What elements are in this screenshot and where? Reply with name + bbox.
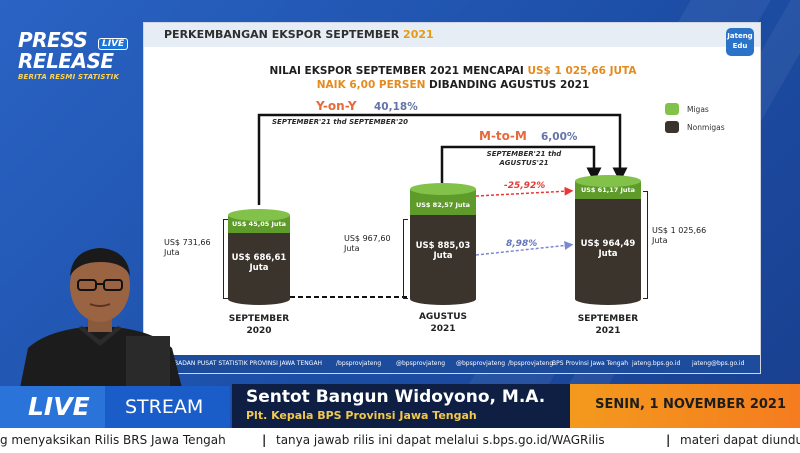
migas-change-arrow	[475, 186, 574, 197]
ticker-item-3: materi dapat diunduh di ja	[680, 433, 800, 447]
category-sep-2021: SEPTEMBER 2021	[563, 313, 653, 337]
total-sep-2021: US$ 1 025,66 Juta	[652, 226, 707, 245]
speaker-name: Sentot Bangun Widoyono, M.A.	[246, 387, 546, 407]
presenter-video	[20, 248, 182, 388]
nonmigas-value: US$ 964,49 Juta	[580, 239, 636, 259]
mtm-label: M-to-M	[479, 129, 527, 143]
footer-twitter: @bpsprovjateng	[456, 360, 506, 367]
yoy-arrow	[257, 113, 628, 205]
logo-release: RELEASE	[18, 49, 114, 73]
headline-2-text: DIBANDING AGUSTUS 2021	[425, 79, 590, 91]
total-sep-2020: US$ 731,66 Juta	[164, 238, 211, 257]
category-aug-2021: AGUSTUS 2021	[398, 311, 488, 335]
speaker-title: Plt. Kepala BPS Provinsi Jawa Tengah	[246, 409, 477, 422]
ticker-item-2: tanya jawab rilis ini dapat melalui s.bp…	[276, 433, 605, 447]
nonmigas-value: US$ 885,03 Juta	[415, 241, 471, 261]
ticker-item-1: g menyaksikan Rilis BRS Jawa Tengah	[0, 433, 226, 447]
headline-2-highlight: NAIK 6,00 PERSEN	[316, 79, 426, 91]
legend-nonmigas: Nonmigas	[665, 121, 725, 133]
slide-header	[144, 23, 760, 47]
broadcast-date: SENIN, 1 NOVEMBER 2021	[595, 397, 786, 412]
news-ticker: g menyaksikan Rilis BRS Jawa Tengah | ta…	[0, 428, 800, 453]
yoy-subtitle: SEPTEMBER'21 thd SEPTEMBER'20	[272, 118, 408, 126]
footer-bps: BADAN PUSAT STATISTIK PROVINSI JAWA TENG…	[174, 360, 323, 367]
live-label: LIVE	[0, 386, 105, 428]
connector-arrows	[257, 113, 628, 298]
legend: Migas Nonmigas	[665, 103, 725, 139]
footer-facebook: /bpsprovjateng	[336, 360, 382, 367]
headline-1: NILAI EKSPOR SEPTEMBER 2021 MENCAPAI US$…	[144, 65, 762, 77]
logo-subtitle: BERITA RESMI STATISTIK	[18, 73, 120, 81]
footer-email: jateng@bps.go.id	[692, 360, 745, 367]
headline-1-highlight: US$ 1 025,66 JUTA	[527, 65, 637, 77]
logo-live-badge: LIVE	[98, 38, 129, 50]
cylinder-aug-2021: US$ 82,57 Juta US$ 885,03 Juta	[410, 183, 476, 305]
jateng-badge-icon: Jateng Edu	[726, 28, 754, 56]
cylinder-sep-2020: US$ 45,05 Juta US$ 686,61 Juta	[228, 209, 290, 305]
migas-value: US$ 61,17 Juta	[580, 186, 636, 194]
category-label: AGUSTUS	[418, 312, 468, 322]
cylinder-cap	[228, 209, 290, 221]
yoy-label: Y-on-Y	[316, 99, 357, 113]
yoy-value: 40,18%	[374, 101, 418, 113]
ticker-separator: |	[262, 433, 267, 447]
footer-youtube: /bpsprovjateng	[508, 360, 554, 367]
nonmigas-change-percent: 8,98%	[506, 239, 538, 249]
category-label: SEPTEMBER	[228, 314, 290, 324]
press-release-logo: PRESS LIVE RELEASE BERITA RESMI STATISTI…	[18, 28, 129, 81]
category-sep-2020: SEPTEMBER 2020	[214, 313, 304, 337]
total-bracket	[403, 219, 408, 299]
migas-swatch	[665, 103, 679, 115]
slide-footer: BADAN PUSAT STATISTIK PROVINSI JAWA TENG…	[144, 355, 760, 373]
presentation-slide: PERKEMBANGAN EKSPOR SEPTEMBER 2021 Jaten…	[143, 22, 761, 374]
legend-migas-label: Migas	[687, 104, 709, 114]
mtm-arrow	[440, 145, 602, 183]
nonmigas-value: US$ 686,61 Juta	[231, 253, 287, 273]
nonmigas-segment	[575, 197, 641, 299]
total-bracket	[223, 219, 228, 299]
slide-title: PERKEMBANGAN EKSPOR SEPTEMBER 2021	[164, 28, 434, 41]
speaker-banner: Sentot Bangun Widoyono, M.A. Plt. Kepala…	[232, 384, 570, 428]
category-year: 2021	[430, 324, 456, 334]
mtm-value: 6,00%	[541, 131, 578, 143]
nonmigas-segment	[228, 231, 290, 299]
ticker-separator: |	[666, 433, 671, 447]
category-year: 2021	[595, 326, 621, 336]
badge-text: Jateng Edu	[727, 32, 753, 50]
legend-nonmigas-label: Nonmigas	[687, 122, 725, 132]
nonmigas-swatch	[665, 121, 679, 133]
slide-title-text: PERKEMBANGAN EKSPOR SEPTEMBER	[164, 28, 404, 41]
footer-instagram: @bpsprovjateng	[396, 360, 446, 367]
cylinder-cap	[575, 175, 641, 187]
category-label: SEPTEMBER	[577, 314, 639, 324]
total-bracket	[643, 191, 648, 299]
slide-title-year: 2021	[403, 28, 434, 41]
nonmigas-segment	[410, 213, 476, 299]
cylinder-cap	[410, 183, 476, 195]
migas-value: US$ 45,05 Juta	[231, 220, 287, 228]
footer-bps-name: BPS Provinsi Jawa Tengah	[552, 360, 629, 367]
headline-1-text: NILAI EKSPOR SEPTEMBER 2021 MENCAPAI	[269, 65, 528, 77]
mtm-subtitle: SEPTEMBER'21 thd AGUSTUS'21	[486, 150, 562, 167]
stream-label: STREAM	[125, 396, 204, 418]
total-aug-2021: US$ 967,60 Juta	[344, 234, 391, 253]
legend-migas: Migas	[665, 103, 725, 115]
headline-2: NAIK 6,00 PERSEN DIBANDING AGUSTUS 2021	[144, 79, 762, 91]
nonmigas-change-arrow	[475, 241, 574, 256]
date-banner: SENIN, 1 NOVEMBER 2021	[570, 384, 800, 428]
logo-press: PRESS	[18, 28, 88, 52]
category-year: 2020	[246, 326, 272, 336]
migas-change-percent: -25,92%	[504, 181, 546, 191]
cylinder-sep-2021: US$ 61,17 Juta US$ 964,49 Juta	[575, 175, 641, 305]
migas-value: US$ 82,57 Juta	[415, 201, 471, 209]
footer-website: jateng.bps.go.id	[632, 360, 681, 367]
